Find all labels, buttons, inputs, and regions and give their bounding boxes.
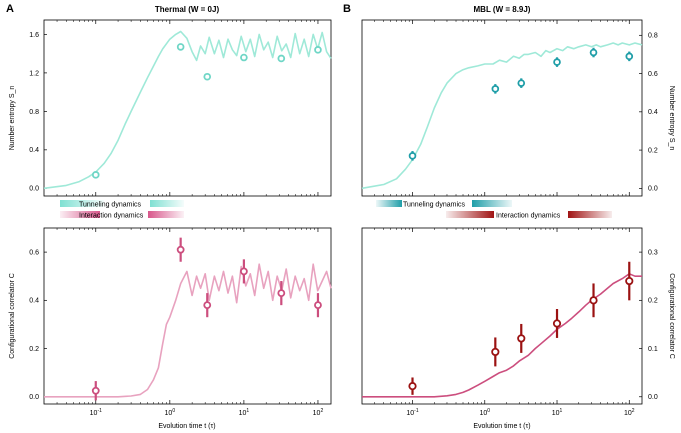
legend-b-interaction-swatch-right xyxy=(568,211,612,218)
panel-letter-a: A xyxy=(6,3,14,15)
data-point xyxy=(589,48,598,57)
theory-line xyxy=(44,263,332,398)
x-tick-label: 101 xyxy=(552,408,563,417)
y-tick-label: 0.0 xyxy=(648,186,658,193)
data-point xyxy=(408,152,417,160)
y-tick-label: 0.0 xyxy=(648,394,658,401)
ylabel-a-bottom: Configurational correlator C xyxy=(9,273,16,359)
data-point xyxy=(491,347,500,357)
data-point xyxy=(91,171,100,179)
y-tick-label: 0.6 xyxy=(648,71,658,78)
legend-a-tunneling-label: Tunneling dynamics xyxy=(79,202,141,209)
panel-a-bottom: 0.0 0.2 0.4 0.6 10-1 100 101 102 xyxy=(29,227,332,417)
data-point xyxy=(203,72,212,81)
data-point xyxy=(240,53,248,62)
data-point xyxy=(277,54,286,63)
legend-b: Tunneling dynamics Interaction dynamics xyxy=(376,200,612,220)
data-point xyxy=(517,334,526,343)
title-mbl: MBL (W = 8.9J) xyxy=(474,5,531,14)
data-point xyxy=(517,79,526,87)
y-tick-label: 1.2 xyxy=(29,70,39,77)
data-point xyxy=(203,301,212,310)
y-tick-label: 0.1 xyxy=(648,346,658,353)
x-tick-label: 100 xyxy=(479,408,490,417)
plot-frame xyxy=(43,227,332,405)
panel-letter-b: B xyxy=(343,3,351,15)
legend-a-interaction-label: Interaction dynamics xyxy=(79,213,144,220)
data-point xyxy=(277,289,286,297)
theory-line xyxy=(361,42,643,190)
ylabel-a-top: Number entropy S_n xyxy=(9,86,16,151)
y-tick-label: 0.8 xyxy=(29,109,39,116)
ylabel-b-bottom: Configurational correlator C xyxy=(668,273,675,359)
plot-frame xyxy=(361,19,643,197)
y-tick-label: 0.2 xyxy=(648,147,658,154)
title-thermal: Thermal (W = 0J) xyxy=(155,5,220,14)
legend-b-tunneling-swatch-left xyxy=(376,200,402,207)
legend-b-tunneling-swatch-right xyxy=(472,200,512,207)
data-point xyxy=(408,382,417,391)
y-tick-label: 0.3 xyxy=(648,250,658,257)
x-tick-label: 102 xyxy=(624,408,635,417)
xlabel-a: Evolution time t (τ) xyxy=(158,423,215,430)
data-point xyxy=(552,319,562,328)
legend-a-interaction-swatch-right xyxy=(148,211,184,218)
y-tick-label: 0.2 xyxy=(29,346,39,353)
x-tick-label: 100 xyxy=(165,408,176,417)
y-tick-label: 0.4 xyxy=(648,109,658,116)
y-tick-label: 1.6 xyxy=(29,32,39,39)
xlabel-b: Evolution time t (τ) xyxy=(473,423,530,430)
data-point xyxy=(239,267,248,276)
x-tick-label: 10-1 xyxy=(90,408,102,417)
theory-line xyxy=(43,30,332,190)
theory-line xyxy=(362,272,642,398)
data-point xyxy=(589,296,598,305)
x-tick-label: 10-1 xyxy=(406,408,418,417)
x-tick-label: 102 xyxy=(313,408,324,417)
data-point xyxy=(491,85,500,93)
panel-b-bottom: 0.0 0.1 0.2 0.3 10-1 100 101 102 xyxy=(361,227,658,417)
legend-a-tunneling-swatch-right xyxy=(150,200,184,207)
data-point xyxy=(553,58,561,66)
y-tick-label: 0.6 xyxy=(29,250,39,257)
legend-b-interaction-swatch-left xyxy=(446,211,494,218)
y-tick-label: 0.0 xyxy=(29,186,39,193)
legend-b-interaction-label: Interaction dynamics xyxy=(496,213,561,220)
panel-b-top: 0.0 0.2 0.4 0.6 0.8 xyxy=(361,19,658,197)
data-point xyxy=(625,52,634,61)
plot-frame xyxy=(361,227,643,405)
data-point xyxy=(91,386,100,395)
legend-a-tunneling-swatch-left xyxy=(60,200,104,207)
y-tick-label: 0.4 xyxy=(29,298,39,305)
data-point xyxy=(176,245,185,254)
x-tick-label: 101 xyxy=(239,408,250,417)
legend-a: Tunneling dynamics Interaction dynamics xyxy=(60,200,184,220)
y-tick-label: 0.0 xyxy=(29,394,39,401)
panel-a-top: 0.0 0.4 0.8 1.2 1.6 xyxy=(29,19,332,197)
y-tick-label: 0.8 xyxy=(648,33,658,40)
data-point xyxy=(314,46,322,54)
legend-a-interaction-swatch-left xyxy=(60,211,100,218)
y-tick-label: 0.4 xyxy=(29,147,39,154)
legend-b-tunneling-label: Tunneling dynamics xyxy=(403,202,465,209)
ylabel-b-top: Number entropy S_n xyxy=(668,86,675,151)
y-tick-label: 0.2 xyxy=(648,298,658,305)
data-point xyxy=(176,43,185,51)
plot-frame xyxy=(43,19,332,197)
data-point xyxy=(625,276,634,286)
data-point xyxy=(314,301,322,310)
